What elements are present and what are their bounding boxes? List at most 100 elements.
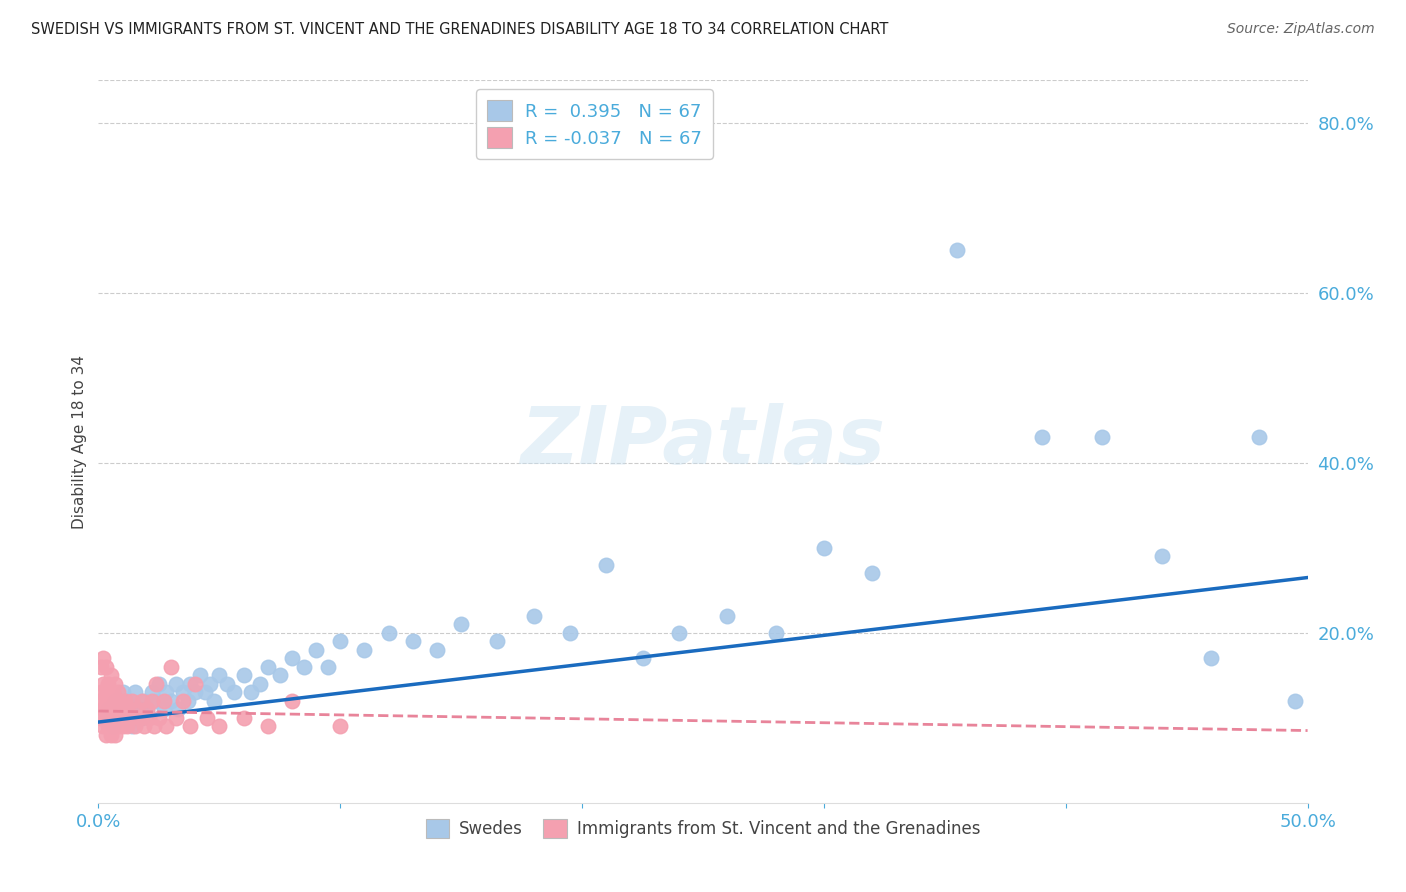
Point — [215, 677, 238, 691]
Point — [316, 660, 339, 674]
Point — [108, 711, 131, 725]
Point — [101, 719, 124, 733]
Point — [179, 677, 201, 691]
Point — [184, 685, 207, 699]
Point — [377, 625, 399, 640]
Point — [111, 719, 134, 733]
Point — [94, 711, 117, 725]
Point — [90, 711, 112, 725]
Point — [155, 719, 177, 733]
Point — [249, 677, 271, 691]
Point — [117, 694, 139, 708]
Point — [860, 566, 883, 581]
Point — [329, 634, 352, 648]
Point — [107, 685, 129, 699]
Point — [118, 702, 141, 716]
Point — [256, 719, 278, 733]
Point — [281, 694, 304, 708]
Point — [1284, 694, 1306, 708]
Point — [523, 608, 546, 623]
Point — [167, 702, 190, 716]
Point — [101, 711, 124, 725]
Point — [100, 694, 122, 708]
Point — [128, 711, 150, 725]
Point — [188, 668, 211, 682]
Point — [716, 608, 738, 623]
Point — [152, 702, 174, 716]
Point — [117, 719, 139, 733]
Point — [256, 660, 278, 674]
Point — [134, 694, 156, 708]
Point — [121, 694, 143, 708]
Point — [91, 651, 114, 665]
Point — [184, 677, 207, 691]
Point — [97, 677, 120, 691]
Point — [138, 711, 160, 725]
Point — [90, 685, 112, 699]
Point — [143, 719, 166, 733]
Point — [104, 711, 127, 725]
Point — [90, 660, 112, 674]
Point — [91, 719, 114, 733]
Point — [108, 702, 131, 716]
Point — [121, 719, 143, 733]
Point — [160, 694, 183, 708]
Point — [104, 694, 127, 708]
Point — [127, 702, 149, 716]
Point — [101, 685, 124, 699]
Point — [100, 711, 122, 725]
Point — [97, 702, 120, 716]
Point — [165, 711, 187, 725]
Point — [97, 711, 120, 725]
Point — [269, 668, 291, 682]
Point — [97, 702, 120, 716]
Point — [124, 685, 146, 699]
Point — [765, 625, 787, 640]
Point — [104, 677, 127, 691]
Point — [101, 719, 124, 733]
Point — [668, 625, 690, 640]
Point — [94, 711, 117, 725]
Point — [131, 711, 153, 725]
Point — [114, 711, 136, 725]
Point — [450, 617, 472, 632]
Point — [204, 694, 226, 708]
Point — [128, 702, 150, 716]
Point — [107, 702, 129, 716]
Point — [104, 728, 127, 742]
Point — [87, 694, 110, 708]
Point — [100, 668, 122, 682]
Point — [104, 694, 127, 708]
Point — [179, 719, 201, 733]
Text: Source: ZipAtlas.com: Source: ZipAtlas.com — [1227, 22, 1375, 37]
Point — [141, 694, 163, 708]
Legend: Swedes, Immigrants from St. Vincent and the Grenadines: Swedes, Immigrants from St. Vincent and … — [419, 813, 987, 845]
Point — [165, 677, 187, 691]
Point — [172, 694, 194, 708]
Point — [486, 634, 509, 648]
Point — [117, 702, 139, 716]
Point — [135, 702, 157, 716]
Point — [329, 719, 352, 733]
Point — [1152, 549, 1174, 564]
Point — [134, 719, 156, 733]
Point — [1091, 430, 1114, 444]
Point — [114, 694, 136, 708]
Point — [402, 634, 425, 648]
Point — [198, 677, 221, 691]
Point — [292, 660, 315, 674]
Point — [94, 660, 117, 674]
Point — [1249, 430, 1271, 444]
Point — [131, 694, 153, 708]
Text: SWEDISH VS IMMIGRANTS FROM ST. VINCENT AND THE GRENADINES DISABILITY AGE 18 TO 3: SWEDISH VS IMMIGRANTS FROM ST. VINCENT A… — [31, 22, 889, 37]
Point — [148, 711, 170, 725]
Point — [94, 728, 117, 742]
Point — [160, 660, 183, 674]
Point — [124, 719, 146, 733]
Point — [94, 685, 117, 699]
Point — [101, 702, 124, 716]
Point — [141, 685, 163, 699]
Point — [195, 711, 218, 725]
Point — [94, 694, 117, 708]
Y-axis label: Disability Age 18 to 34: Disability Age 18 to 34 — [72, 354, 87, 529]
